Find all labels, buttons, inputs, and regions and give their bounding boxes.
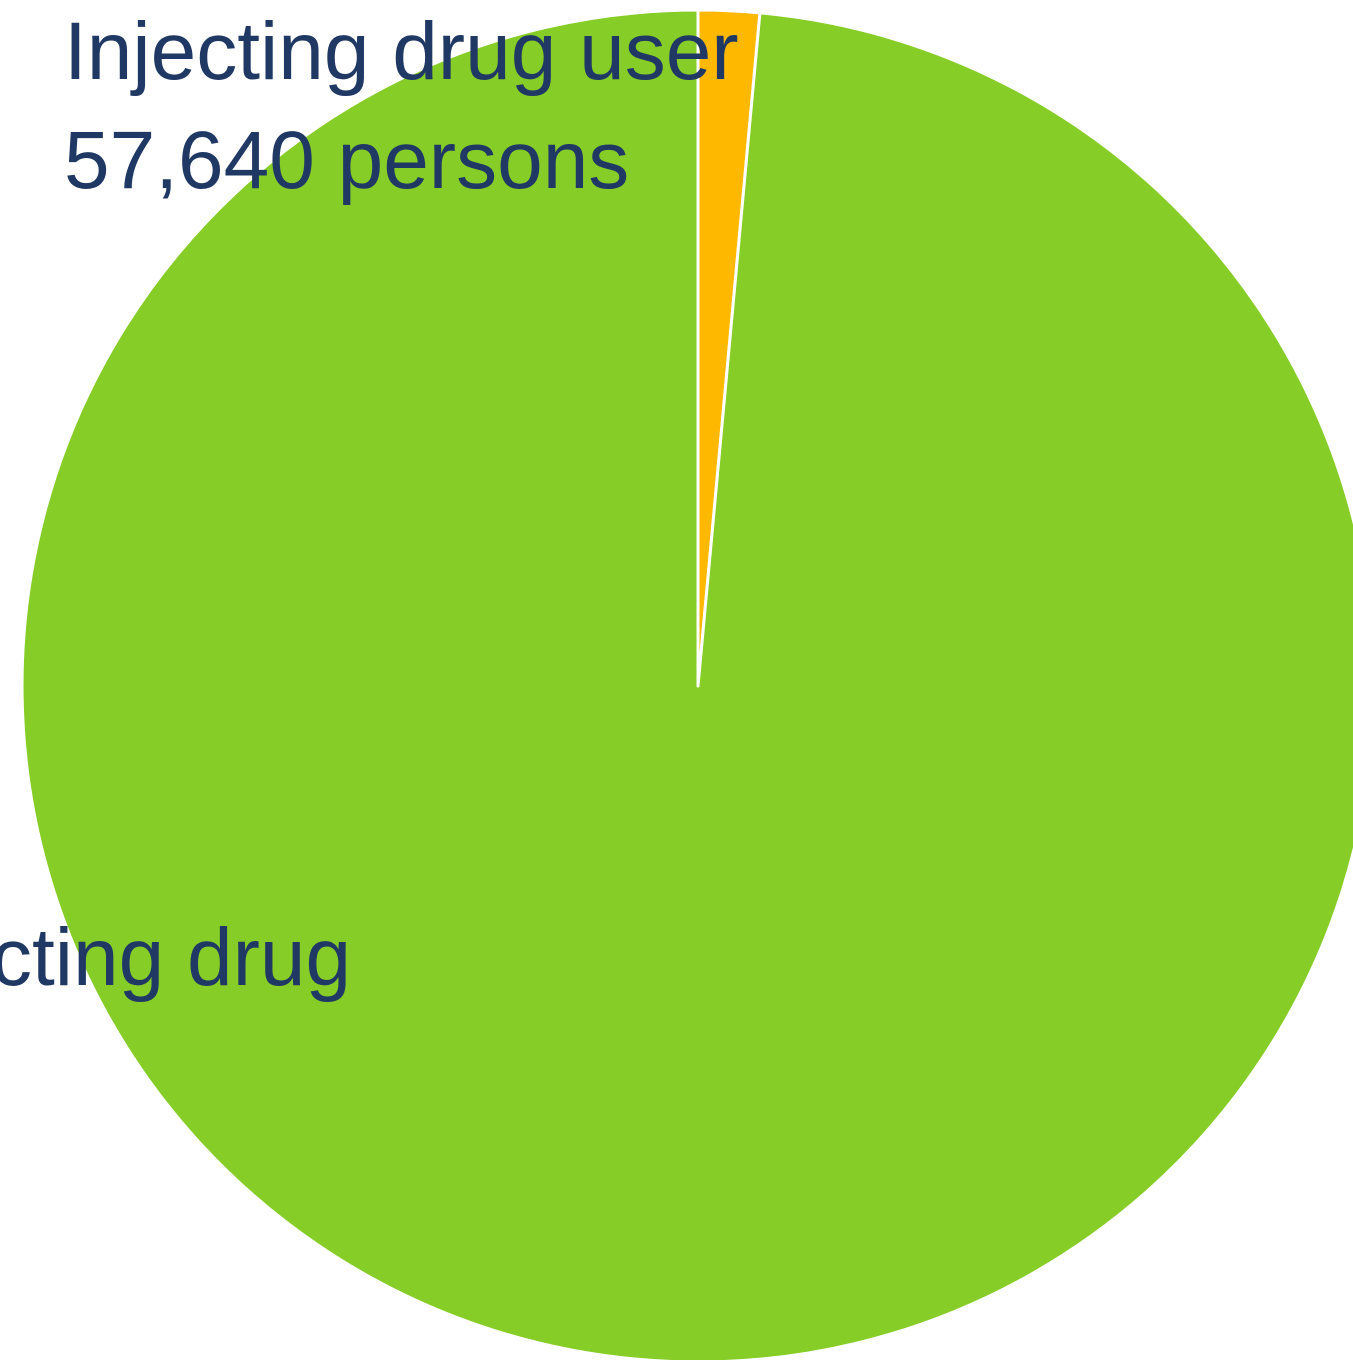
slice-value-injecting: 57,640 persons <box>64 115 629 206</box>
slice-label-injecting: Injecting drug user <box>64 6 739 97</box>
pie-slices <box>20 8 1353 1360</box>
slice-label-non-injecting: cting drug <box>0 912 351 1003</box>
pie-slice-non-injecting <box>20 8 1353 1360</box>
